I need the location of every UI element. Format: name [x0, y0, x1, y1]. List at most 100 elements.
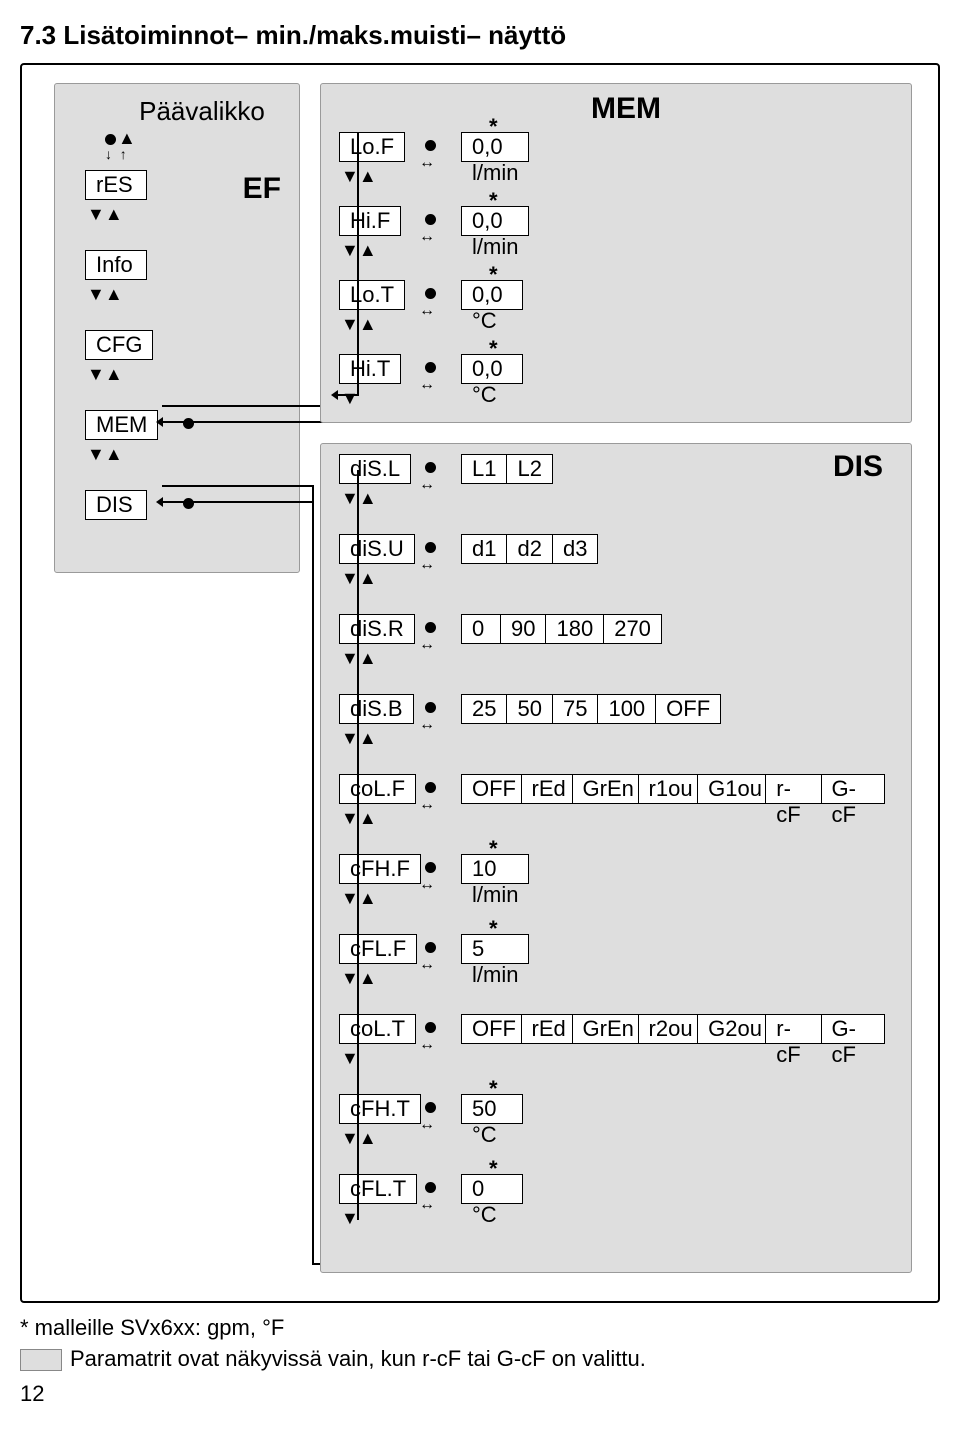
value-box: 5 l/min [461, 934, 529, 964]
nav-arrows-icon: ▼▲ [341, 166, 377, 187]
option-box: G-cF [822, 1014, 886, 1044]
option-box: 0 [461, 614, 501, 644]
left-panel-title: Päävalikko [119, 96, 285, 127]
connector-line [312, 485, 314, 1263]
dot-icon [425, 782, 436, 793]
param-box: cFL.T [339, 1174, 417, 1204]
lr-arrow-icon: ↔ [419, 556, 436, 574]
option-box: OFF [461, 774, 522, 804]
param-box: coL.T [339, 1014, 416, 1044]
option-box: L1 [461, 454, 507, 484]
param-box: Hi.T [339, 354, 401, 384]
option-box: rEd [522, 1014, 573, 1044]
lr-arrow-icon: ↔ [419, 476, 436, 494]
section-heading: 7.3 Lisätoiminnot– min./maks.muisti– näy… [20, 20, 940, 51]
option-box: r-cF [766, 1014, 821, 1044]
lr-arrow-icon: ↔ [419, 1116, 436, 1134]
connector-line [337, 394, 359, 396]
connector-line [162, 405, 336, 407]
option-box: 180 [546, 614, 604, 644]
diagram-frame: Päävalikko ▲ ↓ ↑ EF rES ▼▲ Info ▼▲ CFG ▼… [20, 63, 940, 1303]
footnote-legend: Paramatrit ovat näkyvissä vain, kun r-cF… [70, 1346, 646, 1371]
nav-arrows-icon: ▼▲ [341, 314, 377, 335]
left-menu-column: rES ▼▲ Info ▼▲ CFG ▼▲ MEM ▼▲ DIS [85, 170, 265, 570]
options-group: 090180270 [461, 614, 662, 644]
option-box: 270 [604, 614, 662, 644]
nav-arrows-icon: ▼▲ [341, 568, 377, 589]
option-box: d1 [461, 534, 507, 564]
nav-arrows-icon: ▼▲ [87, 204, 123, 225]
connector-line [162, 485, 312, 487]
dis-panel: DIS diS.L↔L1L2▼▲diS.U↔d1d2d3▼▲diS.R↔0901… [320, 443, 912, 1273]
menu-dis: DIS [85, 490, 147, 520]
param-box: diS.R [339, 614, 415, 644]
value-box: 50 °C [461, 1094, 523, 1124]
dot-icon [425, 140, 436, 151]
lr-arrow-icon: ↔ [419, 716, 436, 734]
dot-icon [425, 1022, 436, 1033]
param-box: cFL.F [339, 934, 417, 964]
option-box: 50 [507, 694, 552, 724]
nav-arrows-icon: ▼▲ [341, 808, 377, 829]
option-box: 90 [501, 614, 546, 644]
left-panel: Päävalikko ▲ ↓ ↑ EF rES ▼▲ Info ▼▲ CFG ▼… [54, 83, 300, 573]
lr-arrow-icon: ↔ [419, 1036, 436, 1054]
connector-line [162, 421, 336, 423]
nav-arrows-icon: ▼▲ [341, 648, 377, 669]
nav-arrows-icon: ▼▲ [87, 284, 123, 305]
footnote-star: * malleille SVx6xx: gpm, °F [20, 1313, 940, 1344]
nav-arrows-icon: ▼▲ [341, 888, 377, 909]
connector-line [357, 470, 359, 1220]
menu-info: Info [85, 250, 147, 280]
lr-arrow-icon: ↔ [419, 376, 436, 394]
option-box: L2 [507, 454, 552, 484]
option-box: r-cF [766, 774, 821, 804]
dot-icon [425, 702, 436, 713]
nav-arrows-icon: ▼▲ [341, 240, 377, 261]
option-box: d2 [507, 534, 552, 564]
nav-arrows-icon: ▼▲ [341, 488, 377, 509]
value-box: 0 °C [461, 1174, 523, 1204]
lr-arrow-icon: ↔ [419, 154, 436, 172]
option-box: OFF [656, 694, 721, 724]
dot-icon [183, 418, 194, 429]
lr-arrow-icon: ↔ [419, 302, 436, 320]
option-box: GrEn [573, 1014, 639, 1044]
lr-arrow-icon: ↔ [419, 956, 436, 974]
lr-arrow-icon: ↔ [419, 1196, 436, 1214]
param-box: diS.L [339, 454, 411, 484]
option-box: G-cF [822, 774, 886, 804]
param-box: coL.F [339, 774, 416, 804]
nav-arrows-icon: ▼▲ [341, 1128, 377, 1149]
dot-icon [425, 462, 436, 473]
options-group: d1d2d3 [461, 534, 598, 564]
dot-icon [425, 214, 436, 225]
dot-icon [425, 542, 436, 553]
option-box: r2ou [639, 1014, 699, 1044]
nav-arrows-icon: ▼▲ [87, 364, 123, 385]
footer: * malleille SVx6xx: gpm, °F Paramatrit o… [20, 1313, 940, 1409]
lr-arrow-icon: ↔ [419, 876, 436, 894]
dot-icon [425, 1102, 436, 1113]
lr-arrow-icon: ↔ [419, 796, 436, 814]
dot-icon [183, 498, 194, 509]
legend-swatch-icon [20, 1349, 62, 1371]
dot-icon [425, 862, 436, 873]
mem-panel: MEM Lo.F↔*0,0 l/min▼▲Hi.F↔*0,0 l/min▼▲Lo… [320, 83, 912, 423]
mem-panel-title: MEM [591, 92, 661, 126]
nav-arrows-icon: ▼▲ [341, 728, 377, 749]
param-box: diS.U [339, 534, 415, 564]
param-box: Lo.F [339, 132, 405, 162]
param-box: cFH.T [339, 1094, 421, 1124]
options-group: 255075100OFF [461, 694, 721, 724]
option-box: 75 [553, 694, 598, 724]
lr-arrow-icon: ↔ [419, 228, 436, 246]
option-box: GrEn [573, 774, 639, 804]
nav-arrows-icon: ▼▲ [341, 968, 377, 989]
lr-arrow-icon: ↔ [419, 636, 436, 654]
value-box: 10 l/min [461, 854, 529, 884]
dot-icon [425, 288, 436, 299]
value-box: 0,0 l/min [461, 206, 529, 236]
menu-cfg: CFG [85, 330, 153, 360]
option-box: rEd [522, 774, 573, 804]
